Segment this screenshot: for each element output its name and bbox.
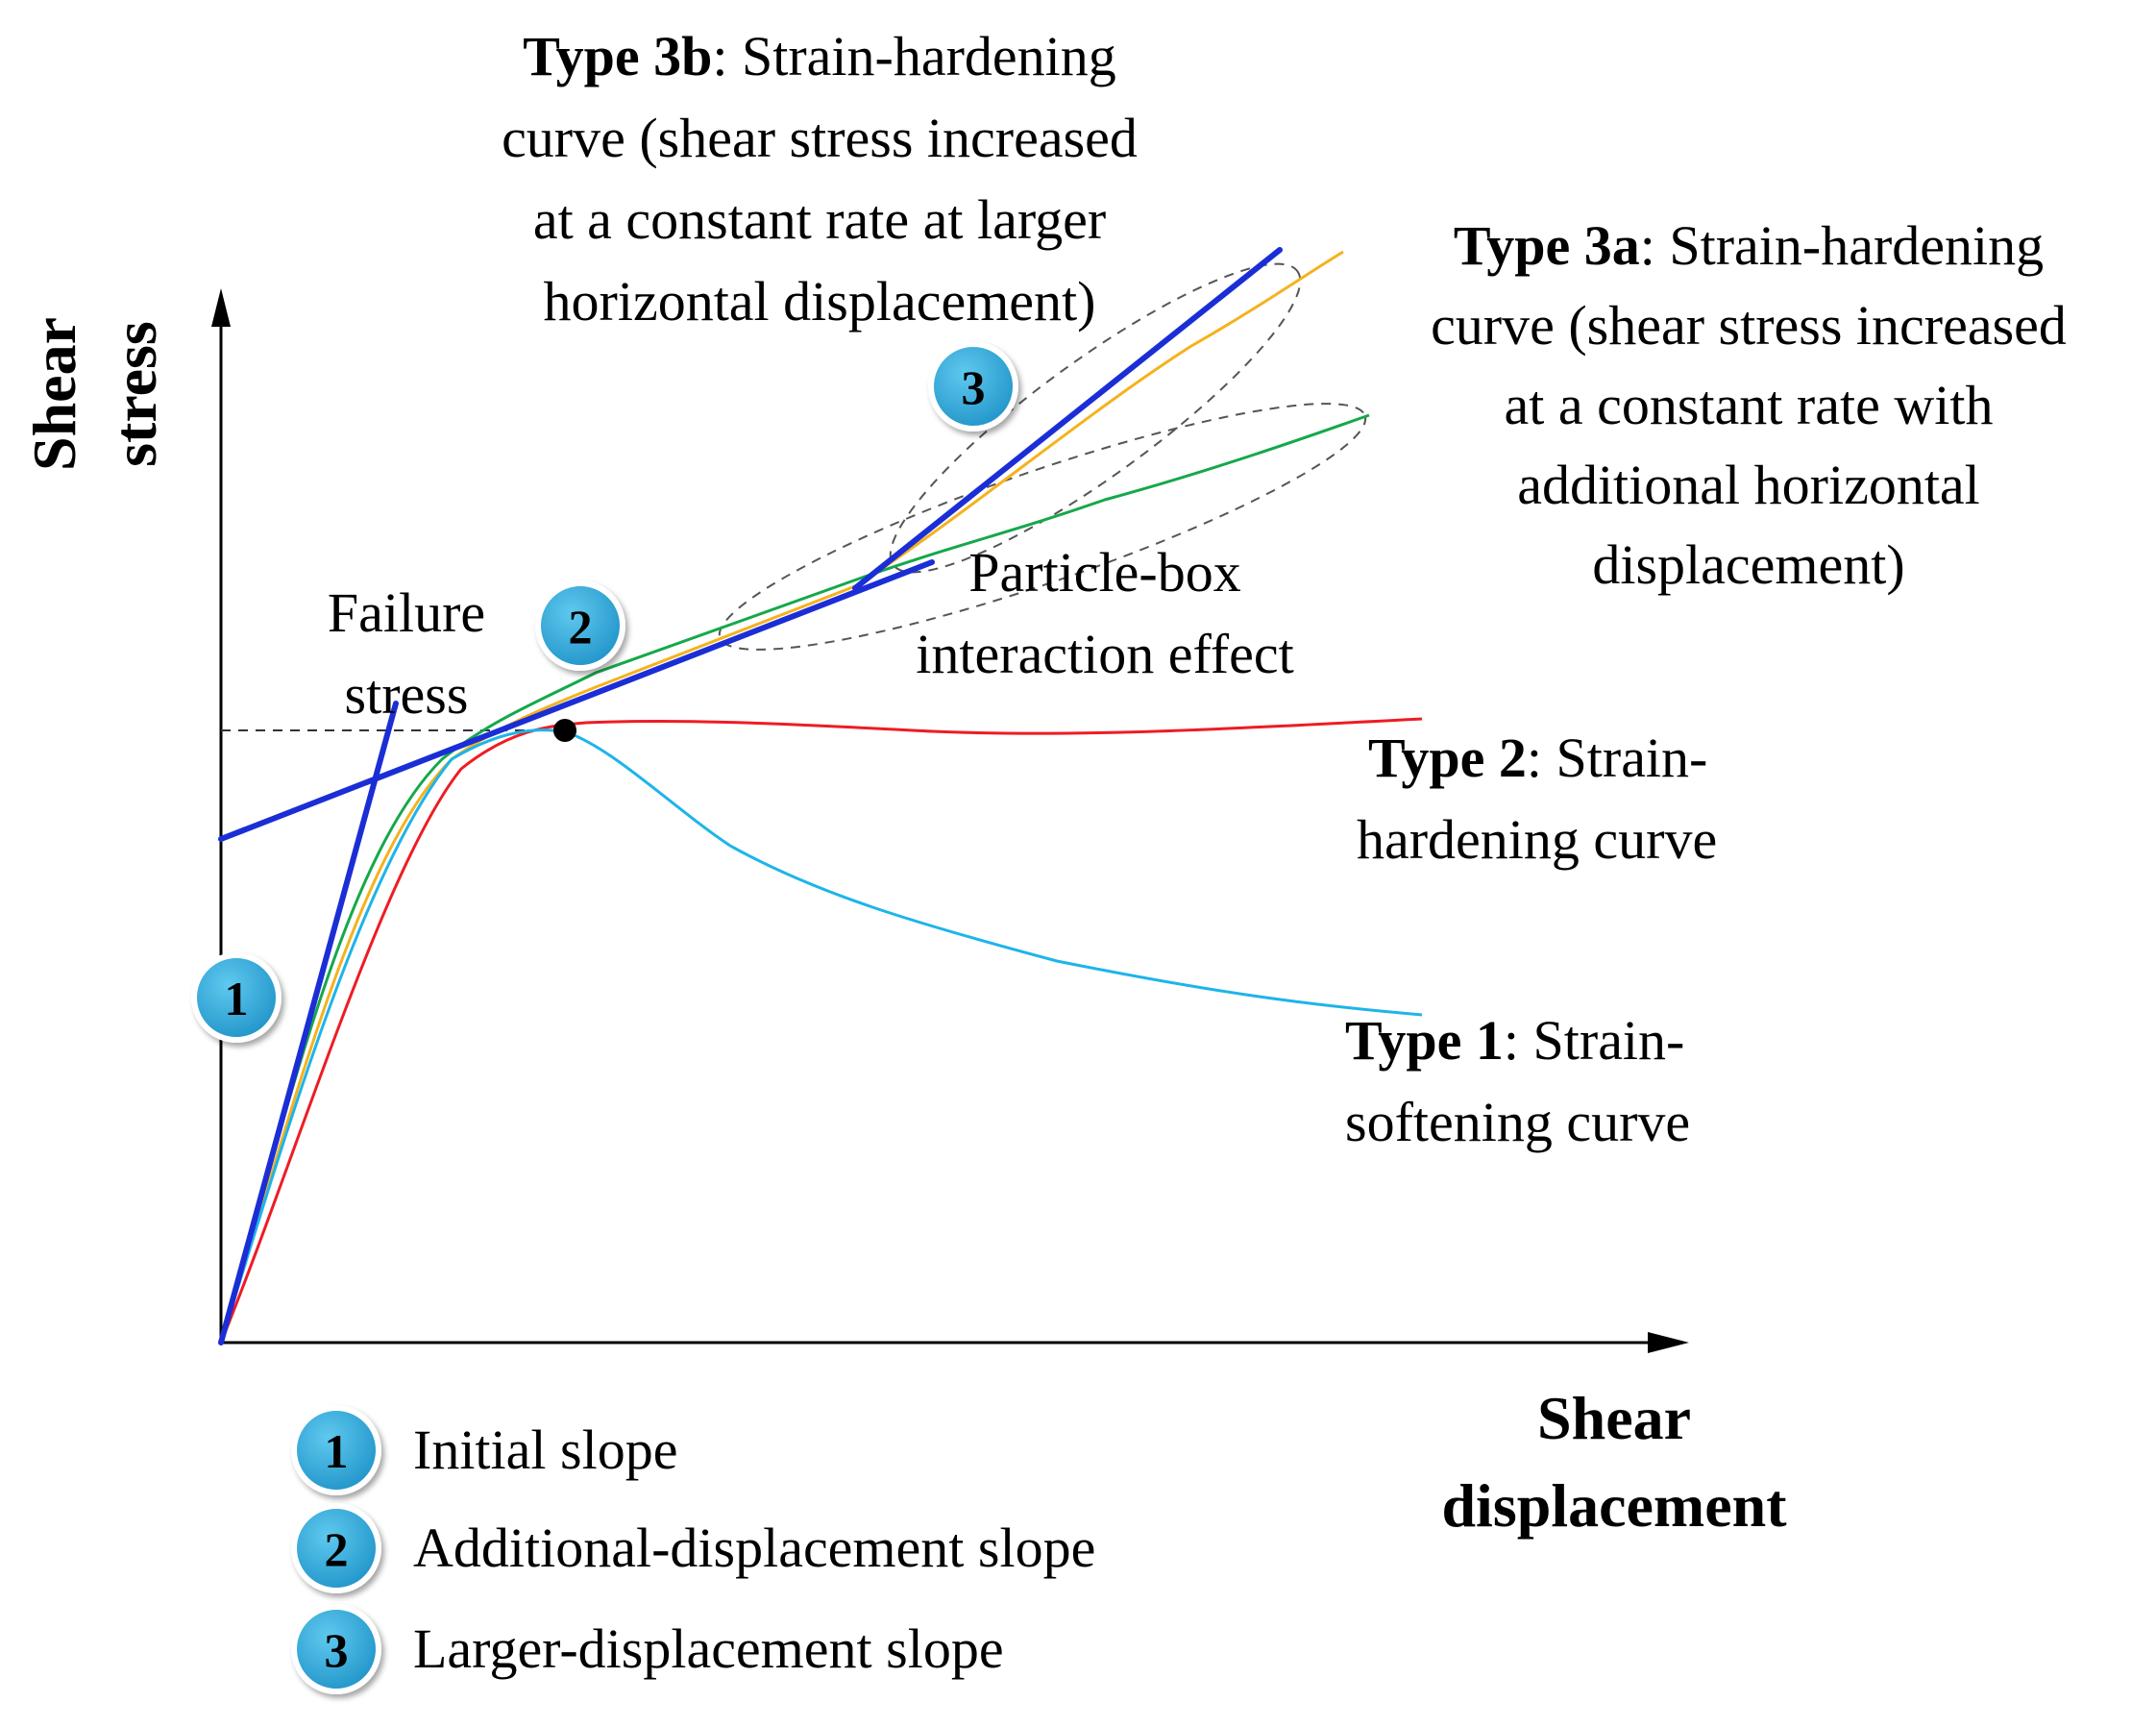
label-type1-line1: Type 1: Strain- [1345,1009,1684,1072]
curves [219,250,1423,1344]
label-type3a-line4: additional horizontal [1517,454,1980,516]
label-type1-line2: softening curve [1345,1091,1690,1153]
badge-1-number: 1 [225,972,249,1025]
legend: 1 Initial slope 2 Additional-displacemen… [291,1405,1095,1694]
y-axis-title-line2: stress [101,321,169,467]
legend-item-1: 1 Initial slope [291,1405,677,1495]
label-particle-box: Particle-box interaction effect [916,541,1293,685]
label-type3b-line4: horizontal displacement) [544,270,1096,333]
x-axis-arrow [1648,1332,1689,1353]
badge-1-circle [191,952,282,1043]
legend-item-2: 2 Additional-displacement slope [291,1503,1095,1593]
larger-displacement-slope-line [852,247,1283,591]
curve-type3a [219,250,1344,1344]
label-type2: Type 2: Strain- hardening curve [1357,727,1717,871]
legend-item-3-text: Larger-displacement slope [413,1617,1004,1680]
additional-displacement-slope-line [218,559,935,842]
axes [211,288,1689,1353]
legend-badge-2-number: 2 [325,1522,349,1576]
label-type3a-line2: curve (shear stress increased [1431,294,2067,357]
legend-badge-1-number: 1 [325,1424,349,1478]
label-type3b-line1: Type 3b: Strain-hardening [523,25,1116,87]
label-particle-box-line1: Particle-box [968,541,1240,604]
legend-badge-3-number: 3 [325,1623,349,1677]
label-failure-stress: Failure stress [328,581,485,726]
curve-type2 [219,717,1423,1344]
label-type3a-line1: Type 3a: Strain-hardening [1454,214,2044,277]
x-axis-title-line1: Shear [1537,1384,1691,1452]
legend-badge-3: 3 [291,1604,381,1694]
label-particle-box-line2: interaction effect [916,623,1293,685]
x-axis-title-line2: displacement [1441,1471,1787,1540]
badge-1: 1 [191,952,282,1043]
legend-item-3: 3 Larger-displacement slope [291,1604,1004,1694]
curve-type1 [219,728,1423,1344]
label-type3b-line3: at a constant rate at larger [533,188,1106,251]
label-type3a: Type 3a: Strain-hardening curve (shear s… [1431,214,2067,596]
label-failure-stress-line1: Failure [328,581,485,644]
label-type1: Type 1: Strain- softening curve [1345,1009,1690,1153]
label-type2-line2: hardening curve [1357,808,1717,871]
legend-item-1-text: Initial slope [413,1419,677,1481]
y-axis-title-line1: Shear [20,317,88,471]
legend-badge-2: 2 [291,1503,381,1593]
legend-badge-1: 1 [291,1405,381,1495]
label-type3b-line2: curve (shear stress increased [502,107,1138,169]
label-type3a-line3: at a constant rate with [1505,374,1994,436]
curve-type3a-green [219,413,1370,1344]
slope-lines [218,247,1283,1345]
label-type3a-line5: displacement) [1592,533,1904,596]
legend-item-2-text: Additional-displacement slope [413,1517,1095,1579]
label-type3b: Type 3b: Strain-hardening curve (shear s… [502,25,1138,333]
initial-slope-line [218,701,399,1345]
badge-3: 3 [928,341,1018,432]
badge-2: 2 [535,580,625,671]
legend-badge-2-circle [291,1503,381,1593]
legend-badge-3-circle [291,1604,381,1694]
badge-2-circle [535,580,625,671]
failure-point [553,719,576,742]
badge-3-number: 3 [962,360,986,414]
badge-3-circle [928,341,1018,432]
label-failure-stress-line2: stress [345,663,469,726]
badge-2-number: 2 [569,600,593,654]
ellipse-large-displacement [889,262,1302,574]
legend-badge-1-circle [291,1405,381,1495]
label-type2-line1: Type 2: Strain- [1368,727,1707,789]
y-axis-arrow [211,288,231,327]
